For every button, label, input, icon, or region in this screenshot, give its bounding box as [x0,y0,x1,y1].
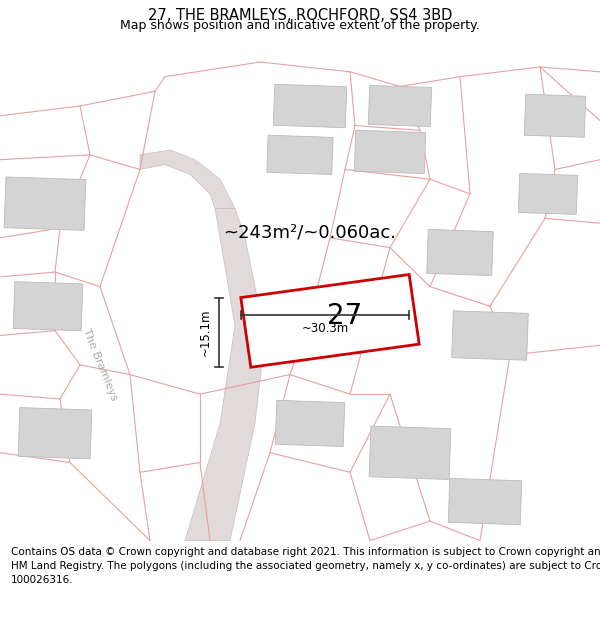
Polygon shape [368,86,431,127]
Polygon shape [369,426,451,479]
Text: 27, THE BRAMLEYS, ROCHFORD, SS4 3BD: 27, THE BRAMLEYS, ROCHFORD, SS4 3BD [148,9,452,24]
Text: Map shows position and indicative extent of the property.: Map shows position and indicative extent… [120,19,480,32]
Text: 27: 27 [328,302,362,330]
Polygon shape [275,400,345,446]
Polygon shape [140,150,235,209]
Polygon shape [13,282,83,331]
Polygon shape [267,135,333,174]
Text: ~30.3m: ~30.3m [301,322,349,336]
Polygon shape [18,408,92,459]
Polygon shape [427,229,493,276]
Polygon shape [452,311,529,360]
Polygon shape [185,209,265,541]
Polygon shape [518,173,578,214]
Polygon shape [4,177,86,231]
Polygon shape [241,274,419,368]
Polygon shape [273,84,347,127]
Polygon shape [354,130,426,174]
Polygon shape [448,478,522,525]
Polygon shape [524,94,586,138]
Text: ~243m²/~0.060ac.: ~243m²/~0.060ac. [223,224,397,242]
Text: Contains OS data © Crown copyright and database right 2021. This information is : Contains OS data © Crown copyright and d… [11,548,600,584]
Text: The Bramleys: The Bramleys [81,328,119,402]
Text: ~15.1m: ~15.1m [199,309,211,356]
